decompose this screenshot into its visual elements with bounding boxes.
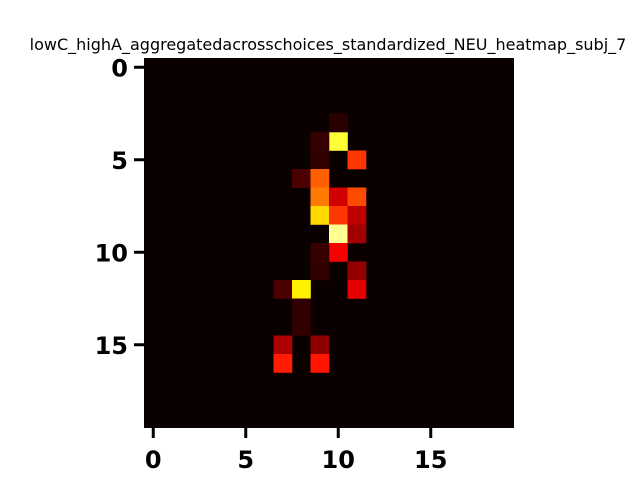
y-tick-label: 10 <box>95 239 128 267</box>
heatmap-cell <box>347 187 367 207</box>
heatmap-cell <box>347 150 367 170</box>
heatmap-cell <box>329 132 348 151</box>
heatmap-cell <box>273 354 293 373</box>
heatmap-plot-area <box>144 58 514 428</box>
heatmap-cell <box>273 280 293 299</box>
x-tick-label: 15 <box>414 446 447 474</box>
heatmap-cell <box>273 335 293 355</box>
heatmap-cell <box>329 206 348 225</box>
x-tick-label: 10 <box>322 446 355 474</box>
heatmap-cell <box>329 113 348 133</box>
chart-title: lowC_highA_aggregatedacrosschoices_stand… <box>30 35 627 55</box>
y-tick-label: 15 <box>95 332 128 360</box>
heatmap-cell <box>329 243 348 262</box>
y-axis: 0 5 10 15 <box>95 54 144 360</box>
heatmap-cell <box>310 132 330 151</box>
heatmap-cell <box>292 298 311 318</box>
heatmap-cell <box>310 169 330 188</box>
y-tick-label: 0 <box>111 54 128 82</box>
x-axis: 0 5 10 15 <box>145 428 447 474</box>
heatmap-cell <box>310 354 330 373</box>
heatmap-cell <box>347 206 367 225</box>
heatmap-cell <box>329 187 348 207</box>
heatmap-cell <box>347 261 367 281</box>
heatmap-cell <box>292 317 311 336</box>
x-tick-label: 0 <box>145 446 162 474</box>
heatmap-cell <box>310 187 330 207</box>
heatmap-cell <box>310 261 330 281</box>
heatmap-cell <box>292 280 311 299</box>
heatmap-cell <box>292 169 311 188</box>
heatmap-cell <box>329 224 348 244</box>
heatmap-cell <box>310 206 330 225</box>
y-tick-label: 5 <box>111 147 128 175</box>
heatmap-cell <box>310 335 330 355</box>
heatmap-cell <box>347 280 367 299</box>
heatmap-cell <box>347 224 367 244</box>
x-tick-label: 5 <box>237 446 254 474</box>
heatmap-cell <box>310 150 330 170</box>
heatmap-cell <box>310 243 330 262</box>
